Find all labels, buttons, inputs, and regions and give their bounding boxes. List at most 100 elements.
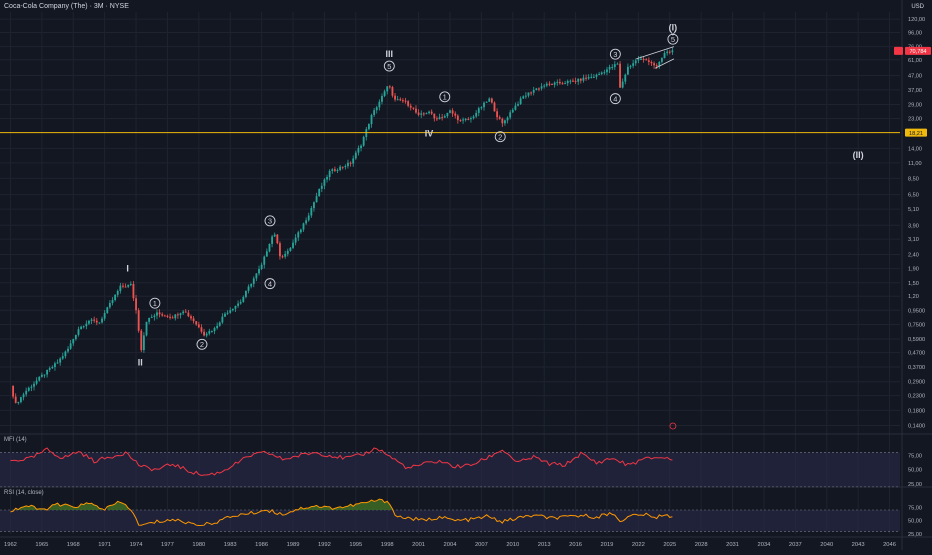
candle-body	[211, 331, 213, 333]
candle	[438, 113, 441, 120]
candle	[158, 309, 161, 318]
candle	[352, 155, 355, 167]
candle	[292, 239, 294, 250]
candle	[642, 56, 645, 63]
candle	[668, 50, 671, 55]
candle	[265, 248, 268, 257]
candle-body	[394, 95, 396, 100]
candle-body	[441, 117, 444, 119]
wave-label-text: 4	[613, 94, 617, 103]
candle-body	[271, 236, 274, 244]
candle	[637, 56, 640, 64]
candle	[166, 314, 169, 319]
rsi-band	[0, 510, 900, 532]
candle	[226, 310, 229, 316]
wave-label-text: 5	[387, 62, 391, 71]
candle	[208, 328, 211, 336]
candle-body	[171, 317, 174, 319]
candle-body	[247, 286, 250, 291]
candle	[231, 308, 234, 312]
candle	[422, 112, 425, 117]
candle	[412, 107, 415, 111]
candle-body	[388, 86, 391, 88]
candle-body	[545, 83, 548, 86]
candle-body	[462, 119, 464, 121]
candle-body	[608, 67, 611, 70]
candle-body	[456, 115, 459, 121]
candle	[362, 135, 365, 147]
candle-body	[132, 283, 135, 299]
y-tick-label: 0,7500	[908, 323, 925, 329]
candle-body	[166, 315, 169, 317]
wave-label-text: 4	[268, 279, 272, 288]
last-price-label: 70,784	[909, 49, 926, 55]
candle-body	[310, 208, 313, 216]
candle-body	[433, 113, 436, 119]
candle-body	[95, 320, 98, 323]
candle-body	[436, 118, 438, 120]
candle-body	[35, 380, 38, 384]
rsi-pane: 75,00 50,00 25,00	[0, 498, 922, 538]
candle-body	[281, 256, 284, 258]
candle	[540, 83, 543, 91]
candle-body	[239, 301, 242, 304]
candle-body	[438, 117, 441, 120]
candle-body	[650, 61, 653, 64]
candle-body	[420, 113, 423, 115]
candle	[600, 71, 603, 76]
candle-body	[616, 63, 619, 65]
candle	[252, 276, 255, 288]
candle	[331, 168, 334, 174]
candle-body	[574, 80, 577, 82]
rsi-pane-label[interactable]: RSI (14, close)	[4, 490, 44, 496]
candle	[396, 95, 399, 101]
candle	[25, 387, 28, 397]
candle-body	[653, 63, 655, 66]
y-tick-label: 0,9500	[908, 308, 925, 314]
candle-body	[561, 83, 564, 85]
candle	[229, 307, 232, 314]
candle-body	[142, 335, 145, 351]
candle	[522, 95, 525, 100]
candle-body	[582, 77, 585, 81]
candle	[556, 79, 559, 86]
candle	[449, 109, 451, 114]
candle	[585, 74, 587, 81]
candle-body	[566, 80, 569, 84]
candle-body	[40, 374, 43, 377]
candle-body	[598, 74, 601, 76]
candle-body	[273, 234, 276, 237]
candle	[101, 316, 103, 324]
candle-body	[579, 78, 582, 81]
candle-body	[540, 86, 543, 89]
candle	[124, 283, 127, 288]
x-tick-label: 2043	[852, 542, 865, 548]
wave-label-text: 5	[671, 35, 675, 44]
mfi-pane-label[interactable]: MFI (14)	[4, 437, 27, 443]
candle	[373, 107, 376, 118]
rsi-overbought-fill	[49, 502, 103, 510]
y-tick-label: 1,90	[908, 267, 919, 273]
candle	[509, 109, 512, 120]
candle	[54, 361, 56, 371]
candle-body	[381, 95, 383, 102]
candle-body	[148, 317, 151, 322]
rsi-overbought-fill	[295, 499, 393, 510]
candle	[93, 316, 96, 323]
wave-circle	[196, 338, 208, 350]
candle-body	[592, 76, 595, 78]
candle-body	[344, 166, 347, 168]
candle	[519, 96, 522, 105]
candle-body	[51, 367, 54, 369]
candle-body	[611, 66, 614, 68]
candle-body	[122, 285, 124, 287]
candle-body	[190, 316, 192, 319]
candle-body	[595, 74, 598, 77]
y-tick-label: 1,50	[908, 281, 919, 287]
currency-label[interactable]: USD	[911, 4, 924, 10]
candle	[459, 119, 462, 122]
candle-body	[22, 394, 25, 398]
candle	[318, 188, 321, 197]
